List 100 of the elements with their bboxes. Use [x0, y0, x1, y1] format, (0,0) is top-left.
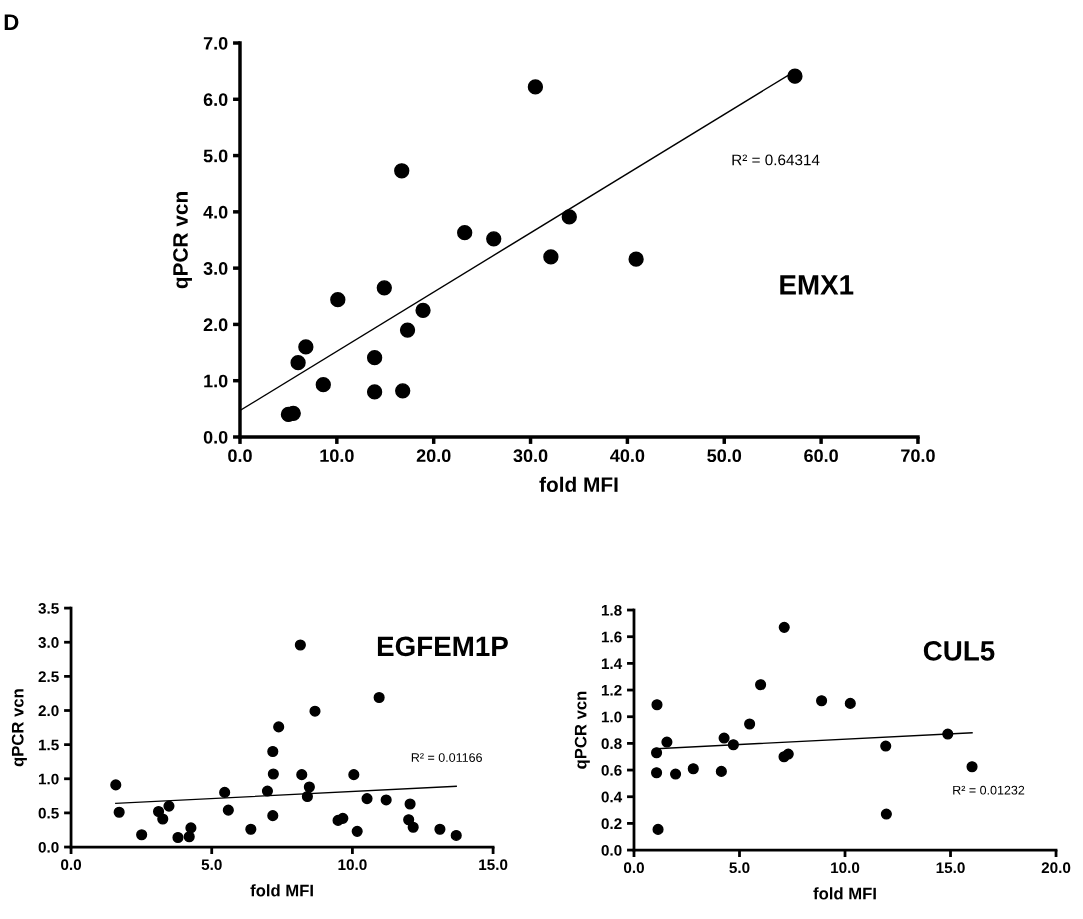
point	[136, 829, 148, 841]
point	[303, 781, 315, 793]
point	[880, 740, 892, 752]
point	[942, 728, 954, 740]
x-tick-label: 0.0	[61, 859, 82, 871]
point	[348, 769, 360, 781]
point	[395, 383, 411, 399]
point	[527, 79, 544, 95]
point	[366, 349, 383, 366]
y-tick-label: 0.6	[601, 764, 622, 776]
point	[457, 225, 473, 241]
y-tick-label: 6.0	[203, 93, 228, 107]
y-tick-label: 0.0	[38, 841, 59, 853]
x-tick-label: 40.0	[610, 449, 645, 463]
y-tick-label: 7.0	[203, 36, 228, 50]
x-tick-label: 15.0	[936, 862, 965, 874]
point	[966, 761, 978, 773]
x-tick-label: 10.0	[831, 862, 860, 874]
x-tick-label: 0.0	[228, 449, 252, 463]
point	[404, 798, 416, 810]
x-tick-label: 15.0	[479, 859, 508, 871]
x-axis-title: fold MFI	[539, 476, 618, 493]
point	[718, 732, 730, 744]
x-tick-label: 10.0	[338, 859, 367, 871]
point	[670, 768, 682, 780]
point	[373, 691, 385, 704]
point	[755, 679, 767, 691]
y-tick-label: 1.0	[38, 773, 59, 785]
point	[744, 718, 756, 730]
point	[651, 747, 663, 759]
point	[394, 163, 410, 179]
x-axis-title: fold MFI	[813, 887, 876, 900]
x-tick-label: 60.0	[804, 449, 838, 463]
point	[267, 745, 279, 758]
y-axis-title: qPCR vcn	[11, 689, 27, 767]
y-tick-label: 0.5	[38, 807, 59, 819]
point	[880, 808, 892, 820]
point	[113, 806, 125, 818]
point	[290, 355, 306, 371]
point	[298, 339, 314, 355]
y-tick-label: 5.0	[203, 149, 228, 163]
point	[330, 292, 346, 308]
point	[787, 68, 803, 84]
x-axis-title: fold MFI	[250, 884, 313, 897]
point	[110, 779, 122, 791]
point	[661, 736, 673, 748]
x-tick-label: 50.0	[707, 449, 742, 463]
point	[450, 829, 462, 841]
point	[687, 763, 699, 775]
point	[315, 377, 331, 393]
point	[152, 805, 165, 818]
point	[267, 810, 279, 822]
y-tick-label: 2.0	[38, 705, 59, 717]
y-tick-label: 4.0	[203, 205, 228, 219]
point	[561, 209, 577, 225]
x-tick-label: 10.0	[320, 449, 354, 463]
point	[651, 699, 663, 711]
point	[399, 322, 416, 338]
y-tick-label: 2.0	[203, 318, 228, 332]
point	[294, 639, 306, 651]
point	[301, 790, 313, 803]
point	[652, 823, 664, 835]
point	[415, 302, 431, 318]
point	[380, 794, 392, 806]
text: EGFEM1P	[377, 636, 508, 657]
point	[337, 812, 349, 824]
y-tick-label: 2.5	[38, 671, 59, 683]
point	[651, 767, 663, 779]
annotation: R² = 0.01166	[411, 753, 482, 762]
y-axis-title: qPCR vcn	[173, 192, 192, 289]
text: D	[4, 14, 19, 30]
y-tick-label: 1.0	[204, 374, 228, 388]
point	[715, 765, 727, 777]
point	[172, 831, 184, 844]
point	[273, 721, 285, 733]
point	[782, 748, 794, 760]
y-axis-title: qPCR vcn	[574, 691, 590, 769]
point	[157, 813, 169, 825]
point	[222, 804, 234, 816]
point	[267, 768, 279, 780]
point	[361, 793, 373, 805]
y-tick-label: 3.0	[38, 637, 59, 648]
x-tick-label: 20.0	[1041, 862, 1071, 874]
point	[351, 825, 363, 837]
point	[376, 280, 392, 296]
point	[543, 249, 559, 265]
x-tick-label: 70.0	[901, 449, 935, 463]
point	[296, 769, 308, 781]
x-tick-label: 30.0	[513, 449, 548, 463]
y-tick-label: 1.2	[601, 684, 622, 696]
x-tick-label: 20.0	[416, 449, 451, 463]
y-tick-label: 1.6	[601, 631, 622, 643]
point	[183, 831, 195, 843]
y-tick-label: 1.8	[601, 604, 622, 616]
point	[366, 384, 383, 400]
y-tick-label: 0.0	[203, 430, 228, 444]
y-tick-label: 3.5	[38, 602, 59, 614]
y-tick-label: 0.4	[601, 791, 623, 803]
annotation: R² = 0.64314	[732, 154, 820, 166]
text: CUL5	[923, 641, 995, 661]
